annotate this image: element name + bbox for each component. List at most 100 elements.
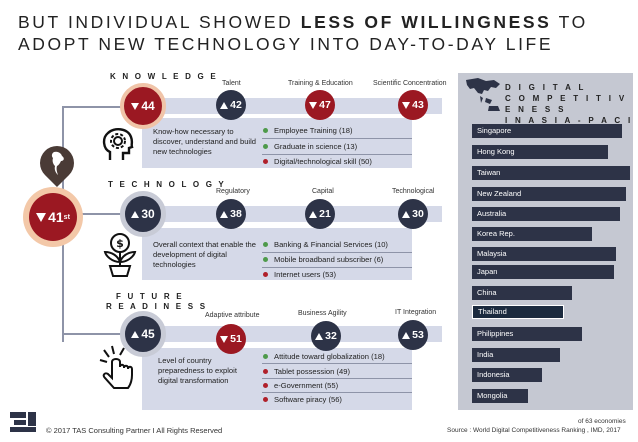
future-rank: 45: [141, 327, 155, 341]
technology-attr-1-rank: 38: [230, 208, 242, 220]
technology-bullet-2-text: Mobile broadband subscriber (6): [274, 255, 384, 264]
knowledge-sep-1: [262, 138, 412, 139]
future-label-2: R E A D I N E S S: [106, 302, 208, 311]
technology-rank: 30: [141, 207, 155, 221]
future-sep-1: [262, 363, 412, 364]
green-dot-icon: [263, 354, 268, 359]
overall-rank: 41: [48, 209, 64, 225]
future-attr-2-rank: 32: [325, 330, 337, 342]
down-arrow-icon: [220, 335, 229, 343]
knowledge-bullet-3-text: Digital/technological skill (50): [274, 157, 372, 166]
knowledge-bullet-1: Employee Training (18): [263, 126, 353, 135]
money-plant-icon: $: [103, 233, 137, 277]
knowledge-label: K N O W L E D G E: [110, 72, 218, 81]
technology-sep-2: [262, 267, 412, 268]
svg-text:$: $: [116, 237, 124, 250]
title-emphasis: LESS OF WILLINGNESS: [300, 12, 552, 32]
technology-detail-band: [142, 228, 412, 280]
up-arrow-icon: [131, 210, 140, 218]
asia-map-icon: [466, 78, 500, 111]
knowledge-detail-band: [142, 118, 412, 168]
knowledge-bullet-3: Digital/technological skill (50): [263, 157, 372, 166]
knowledge-attr-3-badge: 43: [398, 90, 428, 120]
technology-attr-2-rank: 21: [319, 208, 331, 220]
future-attr-2-name: Business Agility: [298, 310, 347, 317]
knowledge-band: [142, 98, 442, 114]
panel-title-2: C O M P E T I T I V E N E S S: [505, 94, 627, 114]
technology-description: Overall context that enable the developm…: [153, 240, 257, 269]
overall-rank-suffix: st: [63, 213, 70, 221]
future-attr-3-rank: 53: [412, 329, 424, 341]
country-bar: India: [472, 348, 560, 362]
knowledge-attr-1-name: Talent: [222, 80, 241, 87]
up-arrow-icon: [309, 210, 318, 218]
red-dot-icon: [263, 369, 268, 374]
green-dot-icon: [263, 144, 268, 149]
knowledge-bullet-2: Graduate in science (13): [263, 142, 357, 151]
technology-sep-1: [262, 252, 412, 253]
copyright-text: © 2017 TAS Consulting Partner I All Righ…: [46, 426, 223, 435]
technology-bullet-1-text: Banking & Financial Services (10): [274, 240, 388, 249]
future-detail-band: [142, 348, 412, 410]
down-arrow-icon: [131, 102, 140, 110]
down-arrow-icon: [309, 101, 318, 109]
knowledge-attr-2-rank: 47: [319, 99, 331, 111]
country-bar: China: [472, 286, 572, 300]
knowledge-attr-3-name: Scientific Concentration: [373, 80, 447, 87]
technology-attr-1-name: Regulatory: [216, 188, 250, 195]
country-bar: Singapore: [472, 124, 622, 138]
country-bar-highlight: Thailand: [472, 305, 564, 319]
knowledge-attr-2-name: Training & Education: [288, 80, 353, 87]
knowledge-bullet-2-text: Graduate in science (13): [274, 142, 358, 151]
red-dot-icon: [263, 272, 268, 277]
up-arrow-icon: [131, 330, 140, 338]
future-attr-3-badge: 53: [398, 320, 428, 350]
up-arrow-icon: [220, 210, 229, 218]
future-rank-circle: 45: [120, 311, 166, 357]
technology-attr-2-name: Capital: [312, 188, 334, 195]
red-dot-icon: [263, 159, 268, 164]
future-attr-1-name: Adaptive attribute: [205, 312, 260, 319]
future-bullet-2: Tablet possession (49): [263, 367, 350, 376]
country-bar: Mongolia: [472, 389, 528, 403]
knowledge-attr-2-badge: 47: [305, 90, 335, 120]
up-arrow-icon: [220, 101, 229, 109]
technology-bullet-3: Internet users (53): [263, 270, 336, 279]
connector-technology: [62, 213, 142, 215]
hand-pointer-icon: [99, 345, 133, 389]
down-arrow-icon: [402, 101, 411, 109]
country-bar: Australia: [472, 207, 620, 221]
country-bar: Malaysia: [472, 247, 616, 261]
down-arrow-icon: [36, 212, 47, 222]
future-bullet-3: e-Government (55): [263, 381, 338, 390]
future-bullet-1: Attitude toward globalization (18): [263, 352, 385, 361]
technology-attr-1-badge: 38: [216, 199, 246, 229]
title-line-2: ADOPT NEW TECHNOLOGY INTO DAY-TO-DAY LIF…: [18, 34, 554, 54]
green-dot-icon: [263, 257, 268, 262]
future-description: Level of country preparedness to exploit…: [158, 356, 237, 385]
future-bullet-4-text: Software piracy (56): [274, 395, 342, 404]
country-bar: Indonesia: [472, 368, 542, 382]
country-bar: Japan: [472, 265, 614, 279]
knowledge-attr-3-rank: 43: [412, 99, 424, 111]
source-text: Source : World Digital Competitiveness R…: [447, 427, 621, 434]
knowledge-sep-2: [262, 154, 412, 155]
title-part-a: BUT INDIVIDUAL SHOWED: [18, 12, 301, 32]
technology-bullet-3-text: Internet users (53): [274, 270, 337, 279]
technology-attr-3-badge: 30: [398, 199, 428, 229]
future-bullet-4: Software piracy (56): [263, 395, 342, 404]
future-attr-3-name: IT Integration: [395, 309, 437, 316]
up-arrow-icon: [402, 331, 411, 339]
future-bullet-1-text: Attitude toward globalization (18): [274, 352, 385, 361]
title-part-c: TO: [551, 12, 588, 32]
future-attr-2-badge: 32: [311, 321, 341, 351]
country-bar: Korea Rep.: [472, 227, 592, 241]
knowledge-rank: 44: [141, 99, 155, 113]
technology-label: T E C H N O L O G Y: [108, 180, 226, 189]
technology-bullet-1: Banking & Financial Services (10): [263, 240, 388, 249]
future-label-1: F U T U R E: [116, 292, 184, 301]
future-bullet-2-text: Tablet possession (49): [274, 367, 350, 376]
technology-attr-3-rank: 30: [412, 208, 424, 220]
